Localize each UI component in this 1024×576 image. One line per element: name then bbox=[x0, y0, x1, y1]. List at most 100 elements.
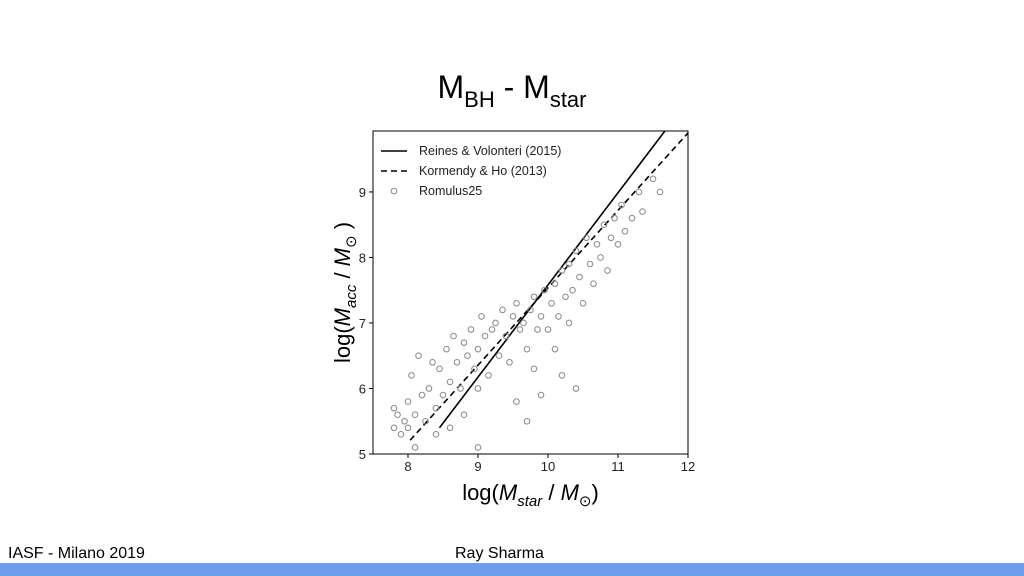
footer-bar bbox=[0, 563, 1024, 576]
point bbox=[450, 332, 457, 340]
point bbox=[488, 326, 496, 333]
point bbox=[460, 411, 468, 418]
point bbox=[586, 260, 594, 268]
y-tick-label: 7 bbox=[359, 316, 366, 331]
point bbox=[411, 411, 419, 418]
point bbox=[446, 378, 454, 386]
point bbox=[467, 326, 475, 333]
point bbox=[597, 254, 604, 261]
point bbox=[572, 385, 580, 392]
point bbox=[537, 313, 545, 320]
point bbox=[551, 280, 559, 287]
point bbox=[464, 352, 471, 360]
point bbox=[460, 339, 468, 346]
point bbox=[628, 214, 636, 222]
x-axis-label: log(Mstar / M⊙) bbox=[462, 480, 599, 510]
point bbox=[485, 372, 492, 379]
legend-label: Kormendy & Ho (2013) bbox=[419, 164, 547, 178]
point bbox=[474, 444, 482, 451]
axis-label-part: / bbox=[542, 480, 560, 505]
point bbox=[474, 345, 482, 353]
y-axis-label: log(Macc / M⊙ ) bbox=[330, 222, 360, 363]
point bbox=[425, 385, 433, 392]
axis-label-part: ⊙ bbox=[343, 235, 360, 248]
point bbox=[499, 306, 506, 314]
title-part: BH bbox=[464, 87, 495, 112]
x-tick-label: 8 bbox=[404, 459, 411, 474]
footer-left: IASF - Milano 2019 bbox=[8, 545, 145, 562]
point bbox=[656, 188, 664, 196]
point bbox=[418, 391, 426, 399]
title-part: M bbox=[438, 69, 465, 105]
point bbox=[471, 365, 478, 373]
y-tick-label: 8 bbox=[359, 250, 366, 265]
x-tick-label: 12 bbox=[681, 459, 695, 474]
axis-label-part: ) bbox=[330, 222, 355, 235]
point bbox=[415, 352, 422, 360]
point bbox=[509, 313, 517, 320]
point bbox=[530, 365, 538, 373]
point bbox=[569, 286, 576, 294]
axis-label-part: M bbox=[499, 480, 518, 505]
axis-label-part: log( bbox=[462, 480, 499, 505]
point bbox=[523, 417, 531, 425]
point bbox=[446, 424, 454, 432]
point bbox=[394, 411, 401, 418]
point bbox=[614, 241, 622, 248]
legend-label: Reines & Volonteri (2015) bbox=[419, 144, 561, 158]
axis-label-part: star bbox=[517, 493, 543, 510]
point bbox=[436, 365, 443, 373]
point bbox=[562, 293, 569, 301]
axis-label-part: ⊙ bbox=[579, 493, 592, 510]
point bbox=[565, 319, 573, 327]
point bbox=[422, 417, 429, 425]
point bbox=[649, 175, 657, 183]
axis-label-part: / bbox=[330, 266, 355, 284]
point bbox=[404, 424, 412, 432]
point bbox=[478, 313, 485, 320]
point bbox=[534, 326, 541, 333]
point bbox=[474, 385, 482, 392]
point bbox=[639, 208, 646, 215]
fit-line bbox=[438, 131, 666, 429]
x-tick-label: 10 bbox=[541, 459, 555, 474]
point bbox=[635, 188, 643, 196]
fit-line bbox=[409, 132, 688, 441]
point bbox=[513, 398, 520, 405]
point bbox=[457, 385, 464, 392]
point bbox=[527, 306, 534, 314]
legend-label: Romulus25 bbox=[419, 184, 482, 198]
axis-label-part: M bbox=[330, 247, 355, 266]
point bbox=[401, 417, 408, 425]
x-tick-label: 9 bbox=[474, 459, 481, 474]
y-tick-label: 9 bbox=[359, 185, 366, 200]
slide-title: MBH - Mstar bbox=[438, 69, 587, 112]
point bbox=[397, 431, 405, 438]
point bbox=[390, 404, 398, 412]
point bbox=[390, 424, 398, 432]
y-tick-label: 6 bbox=[359, 381, 366, 396]
axis-label-part: ) bbox=[591, 480, 598, 505]
point bbox=[429, 358, 436, 366]
y-tick-label: 5 bbox=[359, 447, 366, 462]
point bbox=[572, 247, 580, 255]
point bbox=[604, 267, 611, 274]
title-part: star bbox=[550, 87, 587, 112]
point bbox=[607, 234, 615, 242]
point bbox=[404, 398, 412, 405]
point bbox=[411, 444, 419, 451]
point bbox=[502, 332, 510, 340]
point bbox=[481, 332, 489, 340]
point bbox=[439, 391, 447, 399]
point bbox=[453, 358, 461, 366]
point bbox=[583, 234, 590, 242]
axis-label-part: acc bbox=[343, 284, 360, 308]
point bbox=[565, 260, 573, 268]
point bbox=[593, 241, 601, 248]
point bbox=[432, 431, 440, 438]
axis-label-part: M bbox=[330, 307, 355, 326]
point bbox=[432, 404, 440, 412]
point bbox=[408, 372, 415, 379]
point bbox=[443, 345, 450, 353]
